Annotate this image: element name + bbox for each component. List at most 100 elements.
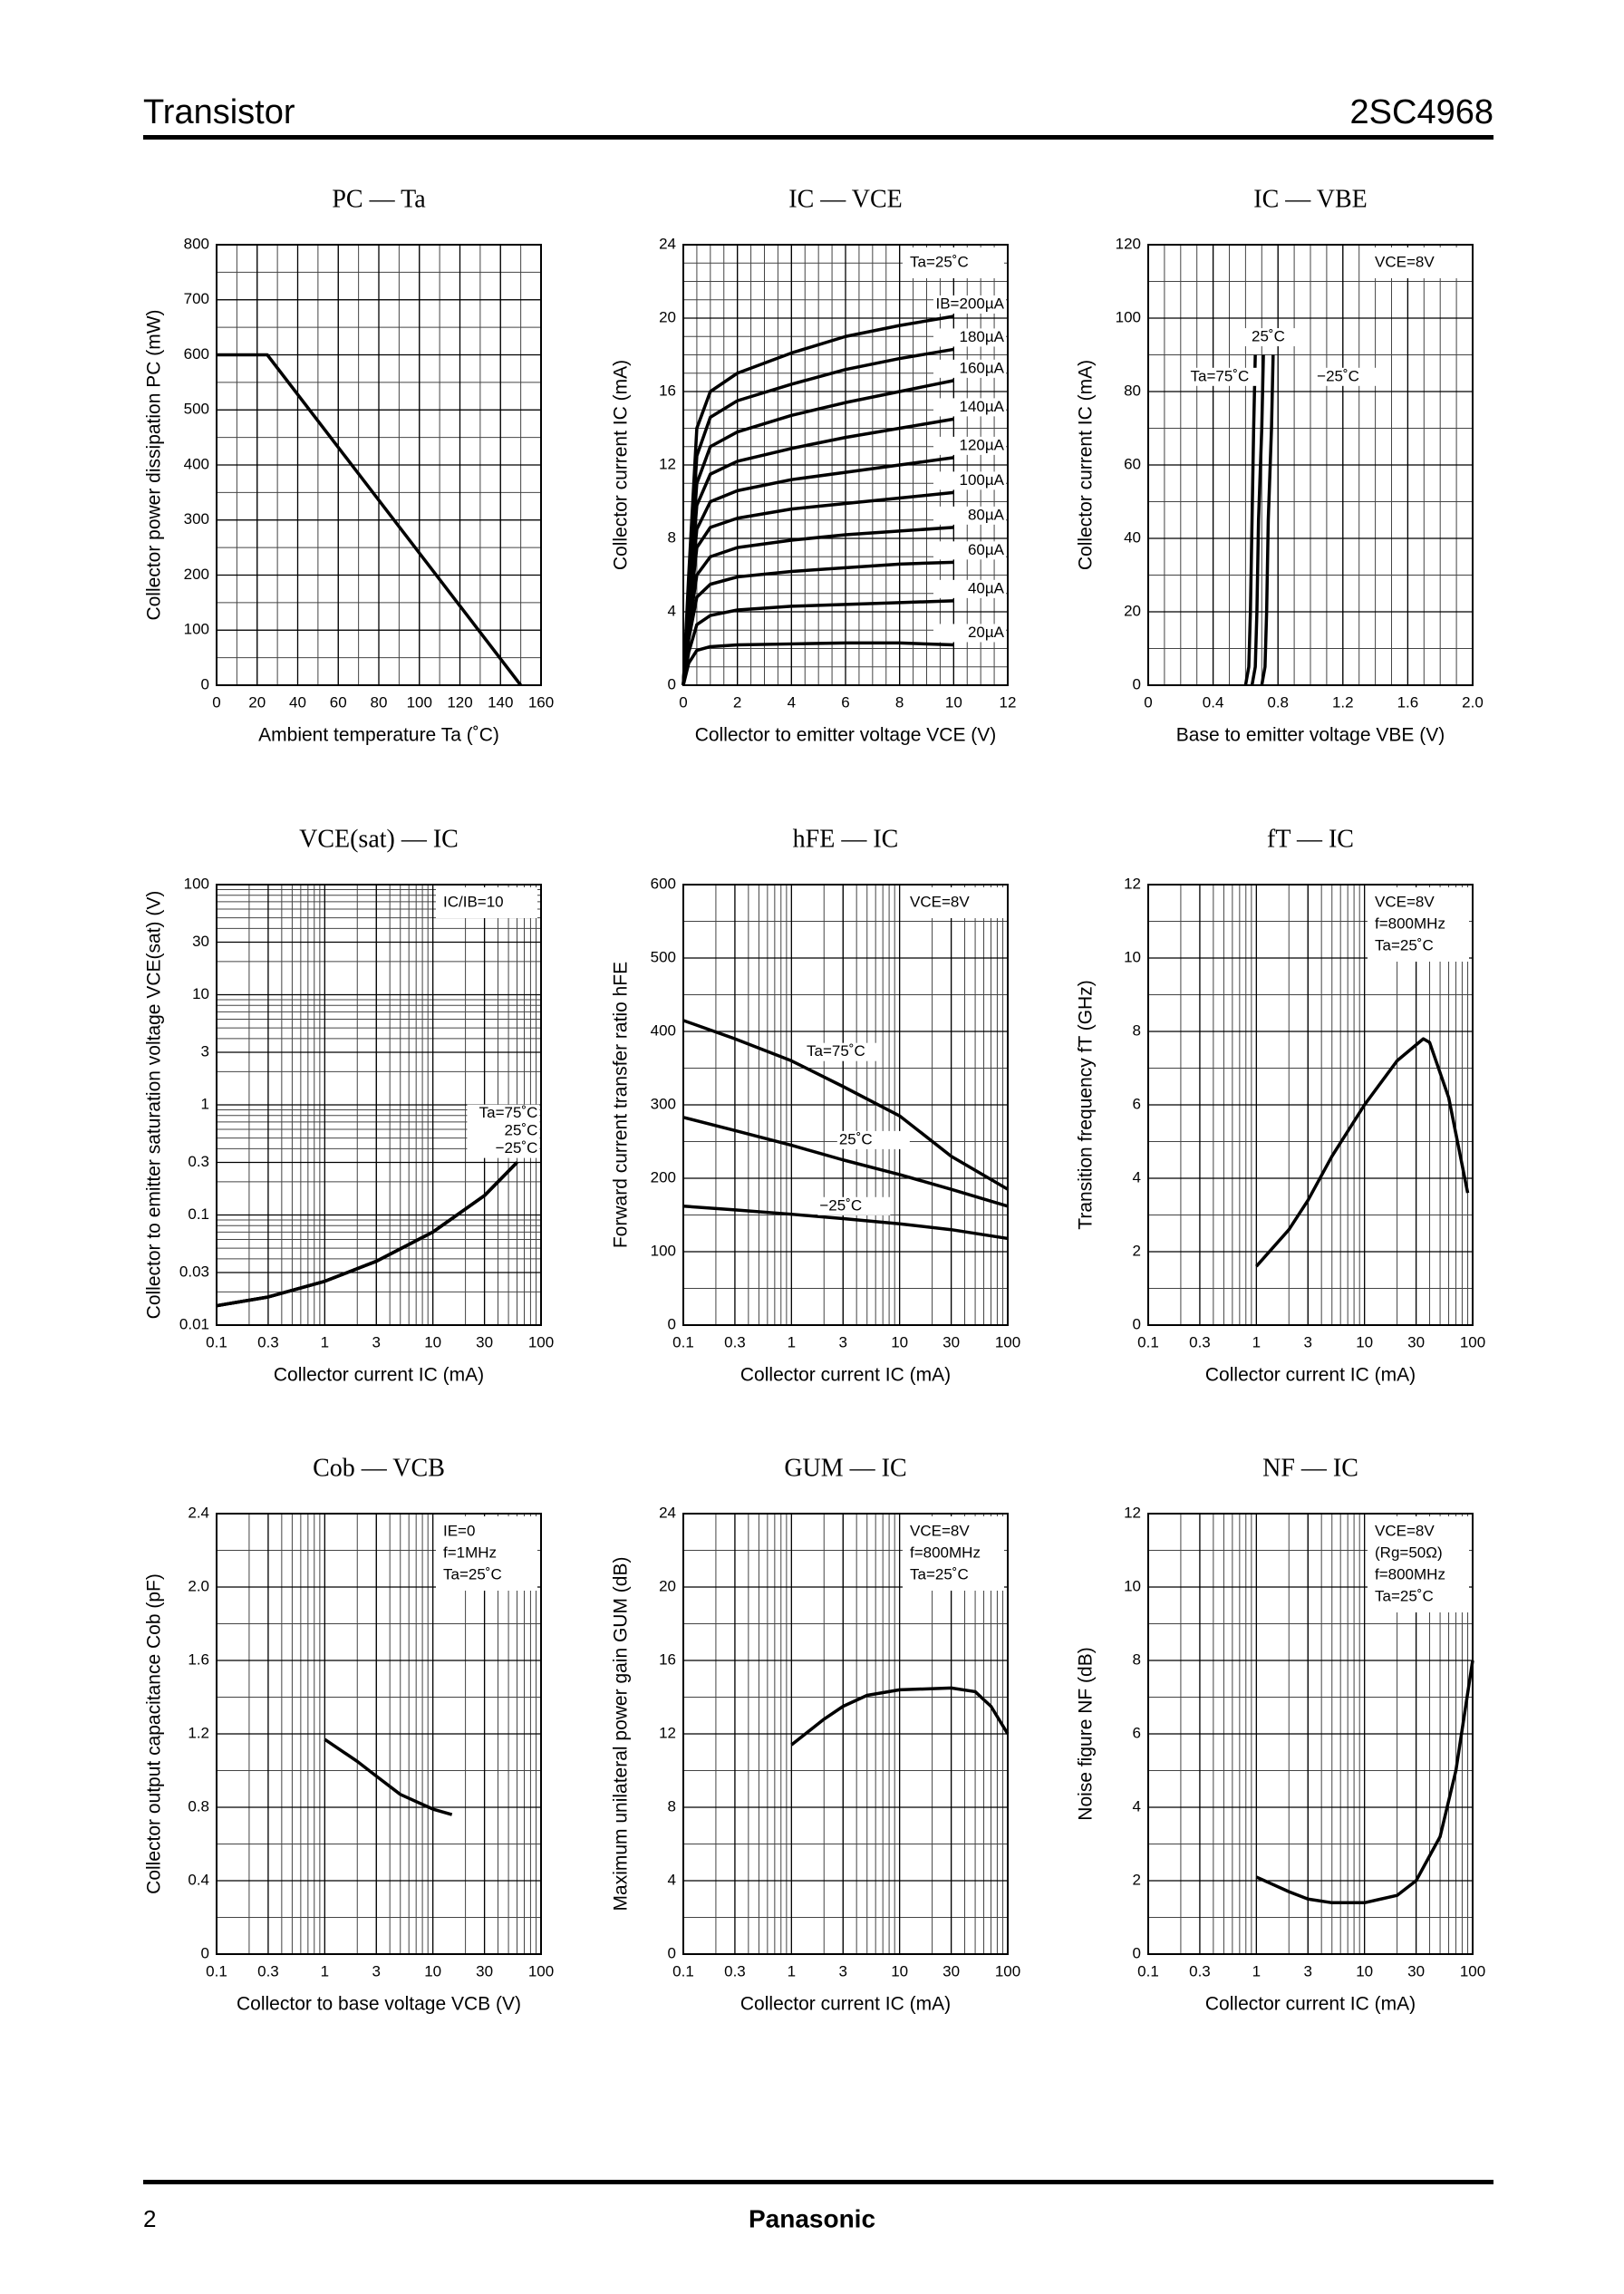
- series-label-bg: [1188, 367, 1262, 386]
- y-tick-label: 12: [659, 455, 676, 472]
- annotation: Ta=25˚C: [1375, 936, 1434, 953]
- y-tick-label: 120: [1116, 235, 1141, 252]
- y-tick-label: 0: [668, 1944, 676, 1961]
- y-tick-label: 1: [201, 1095, 209, 1112]
- annotation: VCE=8V: [910, 893, 970, 910]
- y-tick-label: 100: [184, 621, 209, 638]
- x-tick-label: 10: [424, 1333, 441, 1350]
- y-tick-label: 0.01: [179, 1315, 209, 1332]
- y-tick-label: 200: [184, 566, 209, 583]
- y-tick-label: 700: [184, 290, 209, 307]
- series-label-bg: [933, 398, 1006, 417]
- y-tick-label: 20: [1124, 602, 1141, 619]
- x-tick-label: 0.8: [1267, 693, 1289, 711]
- y-axis-label: Collector current IC (mA): [1076, 360, 1097, 570]
- x-tick-label: 0.1: [1137, 1333, 1159, 1350]
- chart-title: Cob — VCB: [313, 1454, 445, 1482]
- y-tick-label: 60: [1124, 455, 1141, 472]
- y-tick-label: 300: [184, 510, 209, 528]
- series-label: Ta=75˚C: [479, 1104, 538, 1121]
- chart-title: GUM — IC: [784, 1454, 906, 1482]
- data-line: [682, 490, 954, 686]
- plot-frame: [1147, 1513, 1474, 1955]
- data-line: [682, 641, 954, 686]
- y-tick-label: 2: [1133, 1871, 1141, 1888]
- y-axis-label: Collector to emitter saturation voltage …: [144, 891, 165, 1320]
- x-tick-label: 0.3: [257, 1962, 279, 1979]
- chart-title: IC — VBE: [1253, 185, 1368, 213]
- y-tick-label: 40: [1124, 528, 1141, 546]
- annotation-box: [903, 887, 1004, 918]
- annotation-box: [1368, 247, 1469, 278]
- data-line: [682, 560, 954, 686]
- y-tick-label: 8: [668, 528, 676, 546]
- y-tick-label: 12: [659, 1724, 676, 1741]
- annotation: Ta=25˚C: [1375, 1587, 1434, 1604]
- y-tick-label: 0: [1133, 675, 1141, 692]
- x-tick-label: 0.3: [724, 1333, 746, 1350]
- y-tick-label: 12: [1124, 875, 1141, 892]
- annotation: f=800MHz: [1375, 915, 1445, 932]
- header-rule: [143, 135, 1494, 140]
- plot-frame: [216, 1513, 542, 1955]
- series-label: 80µA: [968, 506, 1005, 523]
- annotation: IC/IB=10: [443, 893, 504, 910]
- data-line: [1243, 354, 1257, 686]
- series-label-bg: [933, 471, 1006, 490]
- x-tick-label: 100: [1460, 1333, 1485, 1350]
- y-tick-label: 24: [659, 1504, 676, 1521]
- series-label-bg: [467, 1122, 540, 1141]
- data-line: [324, 1737, 453, 1816]
- y-tick-label: 0: [201, 675, 209, 692]
- x-axis-label: Collector current IC (mA): [1205, 1994, 1416, 2015]
- series-label: 140µA: [960, 398, 1005, 415]
- x-axis-label: Base to emitter voltage VBE (V): [1176, 725, 1445, 746]
- annotation: IE=0: [443, 1522, 475, 1539]
- x-axis-label: Collector current IC (mA): [740, 1994, 951, 2015]
- series-label: 25˚C: [839, 1130, 873, 1147]
- x-tick-label: 0.3: [1189, 1333, 1211, 1350]
- series-label-bg: [933, 436, 1006, 455]
- y-tick-label: 0.1: [188, 1205, 209, 1223]
- annotation-box: [903, 1516, 1004, 1591]
- series-label: −25˚C: [819, 1196, 862, 1214]
- series-label: 20µA: [968, 624, 1005, 641]
- data-line: [216, 1161, 518, 1308]
- series-label-bg: [933, 328, 1006, 347]
- annotation: Ta=25˚C: [910, 253, 969, 270]
- x-axis-label: Collector current IC (mA): [274, 1365, 484, 1386]
- series-label: 180µA: [960, 328, 1005, 345]
- y-axis-label: Collector output capacitance Cob (pF): [144, 1573, 165, 1894]
- annotation-box: [903, 247, 1004, 278]
- annotation-box: [1368, 1516, 1469, 1612]
- x-tick-label: 10: [424, 1962, 441, 1979]
- x-tick-label: 30: [1407, 1333, 1425, 1350]
- y-tick-label: 10: [1124, 948, 1141, 965]
- y-tick-label: 0: [1133, 1944, 1141, 1961]
- series-label-bg: [933, 579, 1006, 598]
- data-line: [682, 1205, 1009, 1241]
- header-part: 2SC4968: [1350, 93, 1494, 131]
- plot-frame: [1147, 884, 1474, 1326]
- series-label-bg: [933, 624, 1006, 643]
- x-tick-label: 30: [476, 1333, 493, 1350]
- data-line: [1250, 354, 1265, 686]
- series-label-bg: [817, 1196, 891, 1215]
- data-line: [1260, 354, 1275, 686]
- series-label: Ta=75˚C: [1191, 367, 1250, 384]
- y-tick-label: 6: [1133, 1095, 1141, 1112]
- annotation: (Rg=50Ω): [1375, 1544, 1443, 1561]
- y-axis-label: Collector current IC (mA): [611, 360, 632, 570]
- y-tick-label: 0: [1133, 1315, 1141, 1332]
- y-tick-label: 3: [201, 1043, 209, 1060]
- x-tick-label: 30: [942, 1333, 960, 1350]
- annotation: VCE=8V: [1375, 1522, 1435, 1539]
- series-label: Ta=75˚C: [807, 1042, 865, 1060]
- x-tick-label: 30: [942, 1962, 960, 1979]
- series-label-bg: [933, 541, 1006, 560]
- series-label-bg: [933, 359, 1006, 378]
- x-tick-label: 0.4: [1203, 693, 1224, 711]
- annotation: VCE=8V: [1375, 253, 1435, 270]
- series-label: 25˚C: [505, 1122, 538, 1139]
- x-tick-label: 0.1: [206, 1962, 227, 1979]
